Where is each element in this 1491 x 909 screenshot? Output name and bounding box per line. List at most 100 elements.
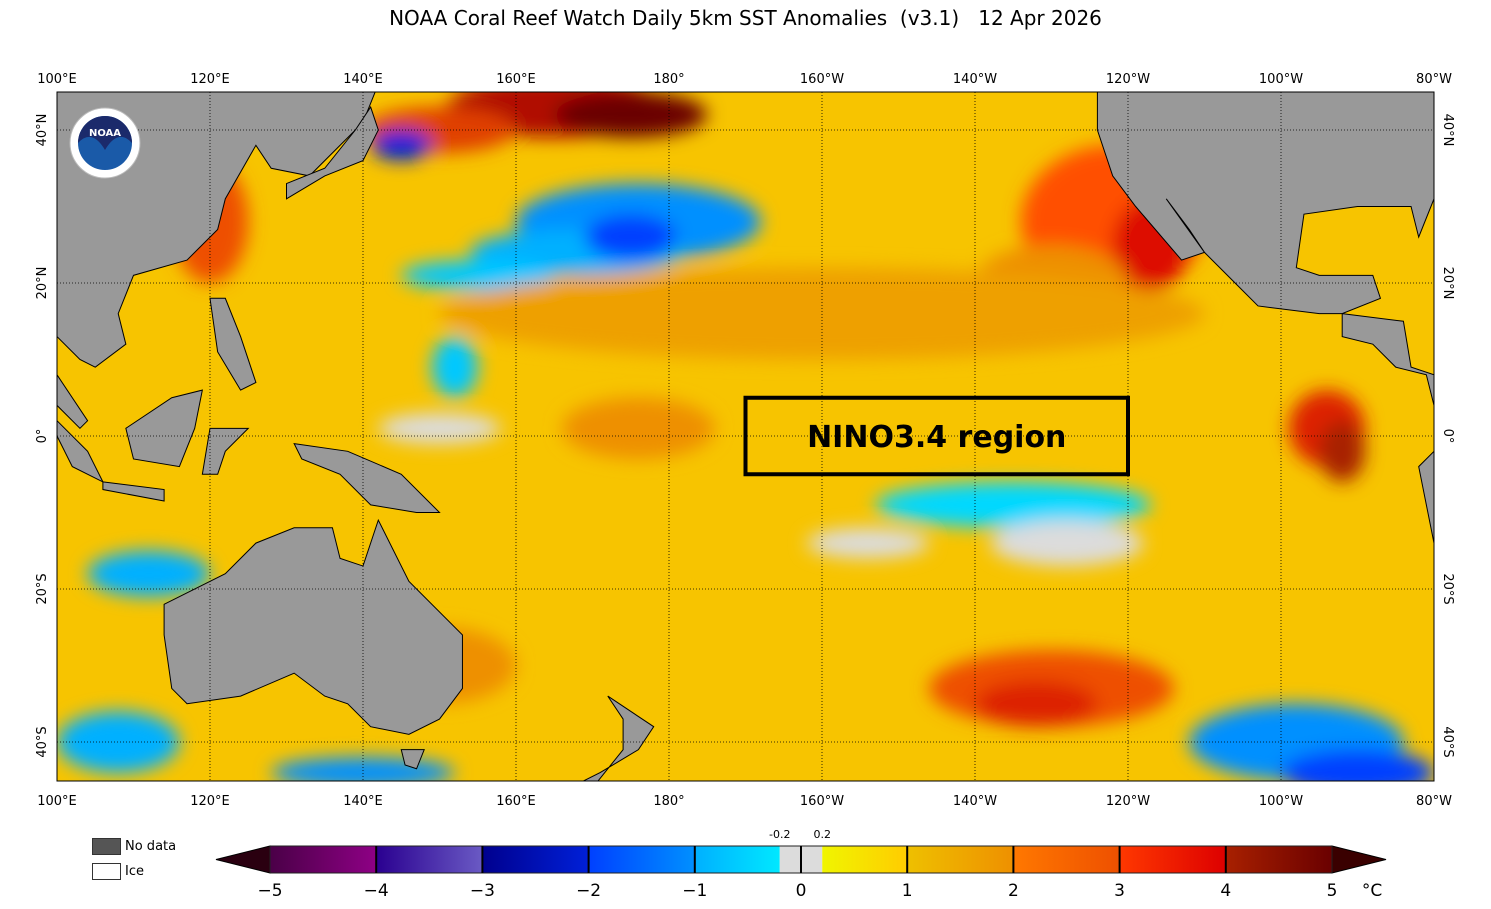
lon-label: 100°E	[37, 794, 77, 809]
lon-label: 100°W	[1259, 72, 1303, 87]
land-newguinea	[293, 443, 441, 513]
land-camerica	[1341, 313, 1434, 406]
lon-label: 100°W	[1259, 794, 1303, 809]
lon-label: 140°E	[343, 72, 383, 87]
lat-label: 20°S	[35, 573, 50, 604]
colorbar: −5 −4 −3 −2 −1 0 1 2 3 4 5 -0.2 0.2 °C	[215, 828, 1387, 901]
lat-label: 40°N	[35, 114, 50, 147]
colorbar-minor-label: -0.2	[769, 828, 790, 841]
land-japan	[286, 105, 379, 200]
colorbar-segment	[588, 846, 695, 873]
lat-label: 20°N	[35, 267, 50, 300]
svg-text:NOAA: NOAA	[89, 128, 121, 139]
lon-label: 120°W	[1106, 794, 1150, 809]
lon-label: 180°	[653, 794, 684, 809]
colorbar-tick-label: 4	[1220, 881, 1231, 901]
colorbar-tick-label: 1	[902, 881, 913, 901]
graticule	[57, 92, 1434, 781]
lat-label: 40°S	[1440, 726, 1455, 757]
colorbar-segment	[1013, 846, 1120, 873]
lon-label: 80°W	[1416, 794, 1452, 809]
colorbar-under-arrow	[215, 845, 271, 874]
land-samerica	[1418, 450, 1434, 544]
lat-label: 20°S	[1440, 573, 1455, 604]
colorbar-tick-label: −1	[682, 881, 707, 901]
nino34-label: NINO3.4 region	[807, 420, 1066, 455]
land-sumatra	[57, 419, 105, 484]
lat-label: 40°S	[35, 726, 50, 757]
noaa-logo: NOAA	[69, 107, 141, 179]
lon-label: 160°W	[800, 72, 844, 87]
no-data-swatch	[92, 838, 121, 855]
nino34-box	[743, 395, 1130, 477]
lon-label: 100°E	[37, 72, 77, 87]
land-namerica	[1096, 92, 1434, 315]
ice-swatch	[92, 863, 121, 880]
lon-label: 140°W	[953, 794, 997, 809]
lon-label: 160°W	[800, 794, 844, 809]
lon-label: 120°W	[1106, 72, 1150, 87]
colorbar-segment	[376, 846, 483, 873]
land-philippines	[209, 297, 257, 391]
land-borneo	[125, 389, 203, 468]
land-asia	[57, 92, 376, 368]
land-tasmania	[400, 749, 425, 770]
anomaly-patch	[57, 711, 180, 773]
anomaly-patch	[974, 680, 1098, 727]
anomaly-patch	[370, 130, 432, 161]
lat-label: 0°	[1440, 429, 1455, 444]
land-malaysia	[57, 373, 89, 430]
colorbar-segment	[1225, 846, 1332, 873]
anomaly-patch	[431, 336, 478, 398]
land-nz	[582, 695, 655, 781]
anomaly-patch	[378, 413, 501, 444]
lon-label: 120°E	[190, 794, 230, 809]
colorbar-over-arrow	[1331, 845, 1387, 874]
lon-label: 160°E	[496, 72, 536, 87]
lon-label: 80°W	[1416, 72, 1452, 87]
anomaly-patch	[87, 550, 210, 597]
colorbar-unit: °C	[1362, 881, 1382, 901]
colorbar-tick-label: 5	[1327, 881, 1338, 901]
ice-label: Ice	[125, 864, 144, 879]
colorbar-segment	[822, 846, 908, 873]
land-java	[102, 481, 165, 502]
land-australia	[163, 518, 463, 735]
colorbar-tick-label: 3	[1114, 881, 1125, 901]
legend-no-data: No data	[92, 838, 176, 855]
anomaly-patch	[1319, 420, 1366, 482]
colorbar-tick-label: −3	[470, 881, 495, 901]
lat-label: 20°N	[1440, 267, 1455, 300]
colorbar-tick-label: −2	[576, 881, 601, 901]
lon-label: 140°W	[953, 72, 997, 87]
colorbar-segment	[270, 846, 377, 873]
anomaly-patch	[554, 92, 708, 138]
colorbar-tick-label: 2	[1008, 881, 1019, 901]
lon-label: 160°E	[496, 794, 536, 809]
lon-label: 120°E	[190, 72, 230, 87]
colorbar-segment	[482, 846, 589, 873]
anomaly-patch	[439, 267, 1205, 360]
colorbar-tick-label: −4	[364, 881, 389, 901]
map-frame	[56, 91, 1435, 782]
legend-ice: Ice	[92, 863, 144, 880]
lat-label: 0°	[35, 429, 50, 444]
colorbar-segment	[907, 846, 1014, 873]
anomaly-patch	[806, 527, 930, 559]
colorbar-tick-label: 0	[796, 881, 807, 901]
anomaly-patch	[875, 481, 1151, 528]
land-masses	[57, 92, 1434, 781]
anomaly-patch	[1281, 749, 1434, 781]
no-data-label: No data	[125, 839, 177, 854]
colorbar-minor-label: 0.2	[813, 828, 831, 841]
colorbar-segment	[1119, 846, 1226, 873]
colorbar-tick-label: −5	[257, 881, 282, 901]
colorbar-segment	[694, 846, 780, 873]
anomaly-patch	[990, 520, 1144, 567]
map-title: NOAA Coral Reef Watch Daily 5km SST Anom…	[389, 6, 1102, 30]
lon-label: 140°E	[343, 794, 383, 809]
lat-label: 40°N	[1440, 114, 1455, 147]
lon-label: 180°	[653, 72, 684, 87]
anomaly-patch	[584, 214, 677, 261]
